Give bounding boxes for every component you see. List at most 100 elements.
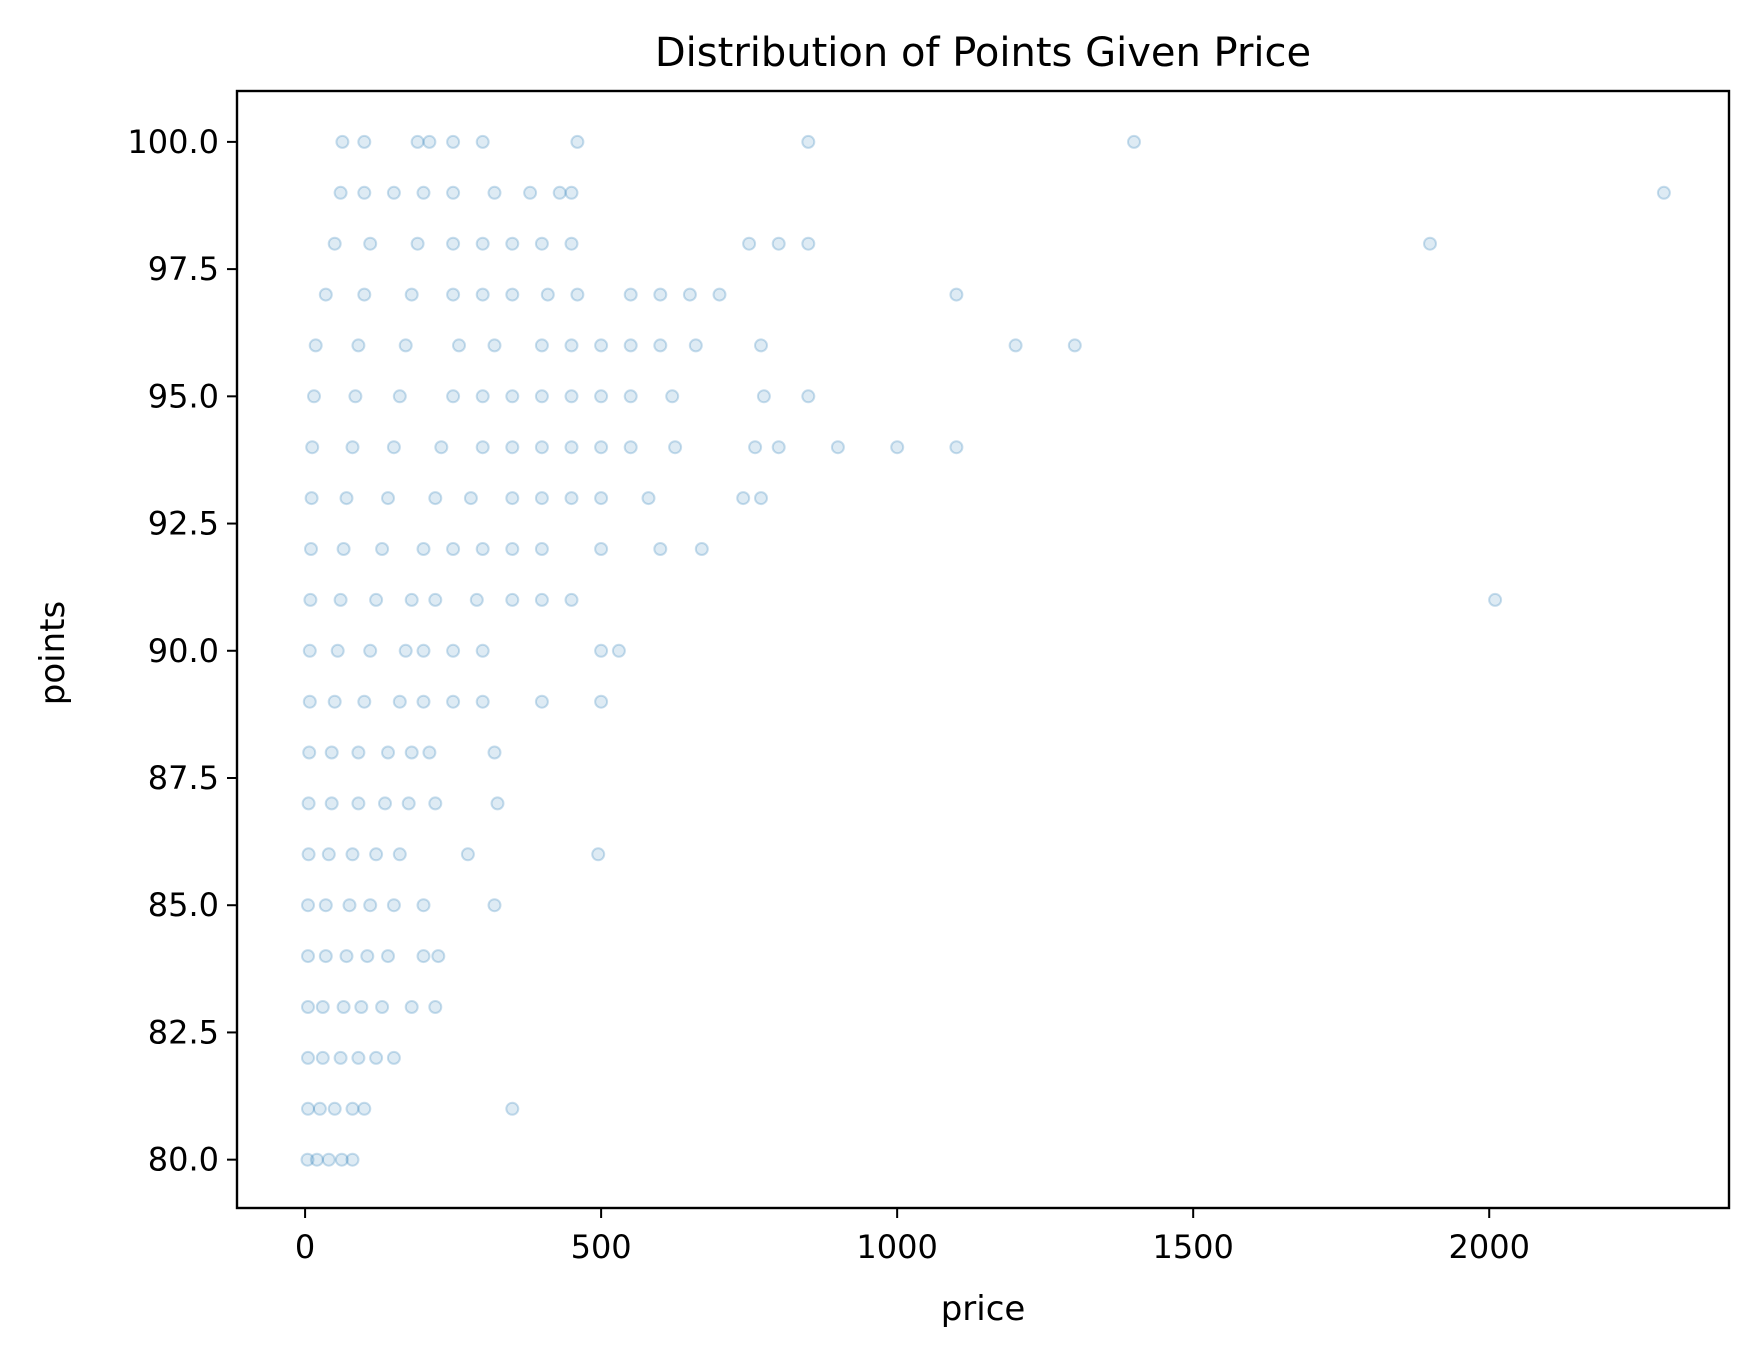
scatter-point bbox=[682, 287, 697, 302]
scatter-point bbox=[404, 745, 419, 760]
scatter-point bbox=[564, 338, 579, 353]
scatter-point bbox=[748, 440, 763, 455]
scatter-point bbox=[398, 338, 413, 353]
scatter-point bbox=[308, 338, 323, 353]
scatter-point bbox=[305, 440, 320, 455]
scatter-point bbox=[487, 745, 502, 760]
scatter-point bbox=[342, 898, 357, 913]
scatter-point bbox=[392, 847, 407, 862]
scatter-point bbox=[534, 592, 549, 607]
scatter-point bbox=[771, 440, 786, 455]
scatter-point bbox=[564, 491, 579, 506]
scatter-point bbox=[475, 542, 490, 556]
scatter-point bbox=[301, 1000, 315, 1014]
scatter-point bbox=[641, 491, 656, 506]
scatter-point bbox=[446, 389, 461, 404]
scatter-point bbox=[801, 134, 816, 149]
scatter-point bbox=[431, 949, 446, 964]
scatter-point bbox=[386, 1050, 401, 1065]
scatter-point bbox=[401, 796, 416, 811]
scatter-point bbox=[534, 440, 549, 455]
scatter-point bbox=[410, 236, 425, 251]
scatter-point bbox=[304, 542, 318, 556]
scatter-point bbox=[665, 389, 680, 404]
scatter-point bbox=[357, 287, 372, 302]
scatter-point bbox=[534, 236, 549, 251]
scatter-point bbox=[475, 236, 490, 251]
y-tick-label: 97.5 bbox=[148, 250, 219, 288]
scatter-point bbox=[552, 185, 567, 200]
scatter-point bbox=[534, 542, 549, 556]
scatter-point bbox=[386, 898, 401, 913]
scatter-point bbox=[357, 694, 372, 709]
scatter-point bbox=[351, 1050, 366, 1065]
y-tick-label: 100.0 bbox=[127, 123, 219, 161]
scatter-point bbox=[416, 185, 431, 200]
x-tick-label: 2000 bbox=[1448, 1228, 1529, 1266]
scatter-point bbox=[386, 185, 401, 200]
scatter-point bbox=[564, 389, 579, 404]
x-axis-label: price bbox=[941, 1289, 1026, 1329]
scatter-point bbox=[754, 491, 768, 506]
scatter-point bbox=[318, 898, 333, 913]
scatter-point bbox=[570, 134, 585, 149]
scatter-point bbox=[949, 287, 964, 302]
scatter-point bbox=[307, 389, 321, 404]
scatter-point bbox=[327, 694, 342, 709]
scatter-point bbox=[315, 1000, 330, 1014]
scatter-point bbox=[422, 745, 437, 760]
scatter-point bbox=[360, 949, 375, 964]
scatter-point bbox=[422, 134, 437, 149]
scatter-point bbox=[623, 440, 638, 455]
scatter-point bbox=[302, 745, 317, 760]
scatter-point bbox=[301, 949, 315, 964]
scatter-point bbox=[754, 338, 768, 353]
scatter-point bbox=[564, 185, 579, 200]
scatter-point bbox=[487, 185, 502, 200]
plot-area-frame bbox=[235, 89, 1731, 1210]
scatter-point bbox=[318, 949, 333, 964]
scatter-point bbox=[505, 440, 520, 455]
scatter-point bbox=[505, 542, 520, 556]
scatter-point bbox=[375, 1000, 390, 1014]
scatter-point bbox=[336, 1000, 351, 1014]
scatter-point bbox=[594, 389, 609, 404]
scatter-point bbox=[434, 440, 449, 455]
scatter-point bbox=[475, 440, 490, 455]
scatter-point bbox=[534, 694, 549, 709]
scatter-point bbox=[345, 847, 360, 862]
scatter-point bbox=[398, 643, 413, 658]
scatter-point bbox=[336, 542, 351, 556]
scatter-point bbox=[623, 338, 638, 353]
scatter-point bbox=[505, 491, 520, 506]
scatter-point bbox=[653, 542, 668, 556]
scatter-point bbox=[351, 745, 366, 760]
scatter-point bbox=[742, 236, 757, 251]
scatter-point bbox=[302, 694, 317, 709]
scatter-point bbox=[339, 949, 354, 964]
scatter-point bbox=[345, 440, 360, 455]
scatter-point bbox=[301, 796, 316, 811]
scatter-point bbox=[534, 389, 549, 404]
scatter-point bbox=[363, 898, 378, 913]
scatter-point bbox=[416, 898, 431, 913]
scatter-point bbox=[386, 440, 401, 455]
scatter-point bbox=[611, 643, 626, 658]
scatter-point bbox=[490, 796, 505, 811]
y-tick-label: 87.5 bbox=[148, 759, 219, 797]
scatter-point bbox=[354, 1000, 369, 1014]
scatter-point bbox=[301, 847, 316, 862]
scatter-point bbox=[318, 287, 333, 302]
scatter-point bbox=[463, 491, 478, 506]
scatter-point bbox=[564, 592, 579, 607]
scatter-point bbox=[505, 236, 520, 251]
scatter-point bbox=[381, 949, 395, 964]
x-tick-label: 1000 bbox=[856, 1228, 937, 1266]
scatter-point bbox=[428, 1000, 443, 1014]
scatter-point bbox=[890, 440, 905, 455]
scatter-point bbox=[591, 847, 606, 862]
scatter-point bbox=[315, 1050, 330, 1065]
scatter-point bbox=[460, 847, 475, 862]
scatter-point bbox=[594, 338, 609, 353]
